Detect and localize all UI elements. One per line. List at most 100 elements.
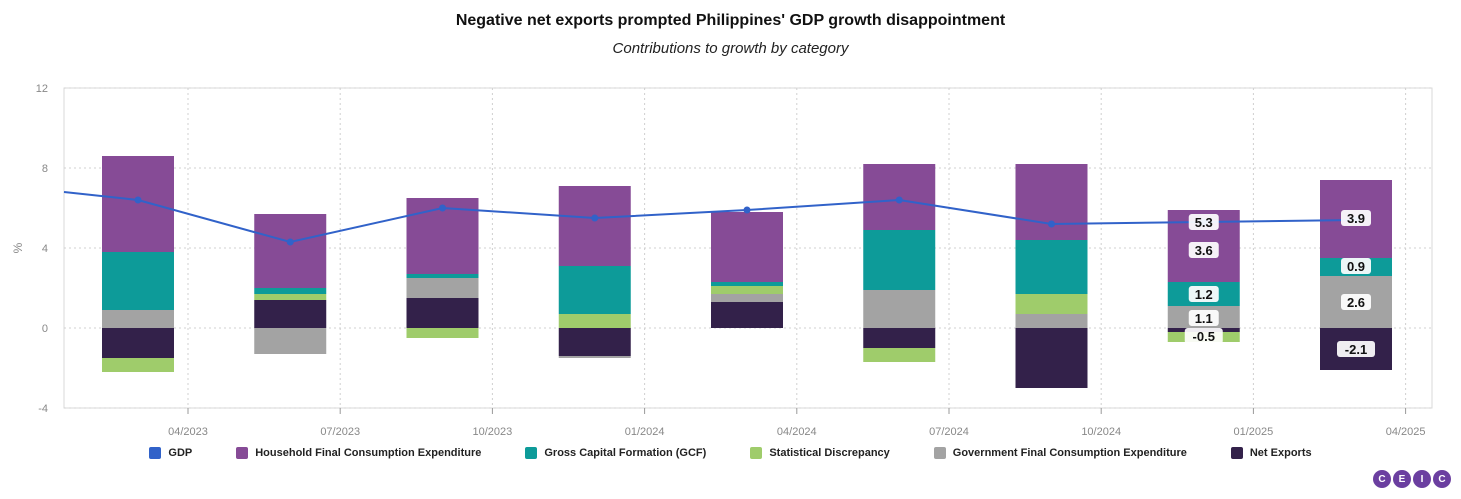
data-label: 3.9 xyxy=(1347,211,1365,226)
logo-letter: I xyxy=(1413,470,1431,488)
x-tick-label: 07/2024 xyxy=(929,426,969,438)
x-tick-label: 01/2025 xyxy=(1234,426,1274,438)
bar-segment xyxy=(1015,294,1088,314)
data-label-bg xyxy=(1188,242,1219,258)
legend-swatch xyxy=(933,447,946,459)
bar-segment xyxy=(558,186,631,266)
bar-segment xyxy=(102,358,174,372)
data-label: 1.2 xyxy=(1195,287,1213,302)
legend-label: Net Exports xyxy=(1249,447,1312,459)
y-tick-label: 0 xyxy=(42,323,48,335)
gdp-point xyxy=(1048,220,1055,228)
legend-label: Government Final Consumption Expenditure xyxy=(952,447,1187,459)
legend-label: Gross Capital Formation (GCF) xyxy=(544,447,707,459)
bar-segment xyxy=(558,266,631,314)
gdp-point xyxy=(743,206,751,214)
x-tick-label: 10/2024 xyxy=(1081,426,1121,438)
bar-segment xyxy=(863,230,936,290)
x-tick-label: 01/2024 xyxy=(625,426,665,438)
legend-item-gdp[interactable]: GDP xyxy=(149,447,192,459)
legend-item-government[interactable]: Government Final Consumption Expenditure xyxy=(933,447,1187,459)
data-label: 5.3 xyxy=(1195,215,1213,230)
legend-swatch xyxy=(236,447,249,459)
legend-item-household[interactable]: Household Final Consumption Expenditure xyxy=(236,447,481,459)
legend-item-gcf[interactable]: Gross Capital Formation (GCF) xyxy=(525,447,706,459)
y-tick-label: -4 xyxy=(38,403,48,415)
x-tick-label: 07/2023 xyxy=(320,426,360,438)
bar-segment xyxy=(102,328,174,358)
bar-segment xyxy=(863,328,936,348)
bar-segment xyxy=(406,298,479,328)
bar-segment xyxy=(711,286,783,294)
bar-segment xyxy=(1015,240,1088,294)
legend-item-net-exports[interactable]: Net Exports xyxy=(1230,447,1312,459)
gdp-line xyxy=(63,191,1357,244)
data-label-bg xyxy=(1341,210,1371,226)
gdp-point xyxy=(591,214,599,222)
chart-title: Negative net exports prompted Philippine… xyxy=(455,12,1006,29)
data-label-bg xyxy=(1184,328,1223,344)
bar-segment xyxy=(1015,164,1088,240)
legend: GDP Household Final Consumption Expendit… xyxy=(0,447,1461,459)
x-tick-label: 04/2023 xyxy=(168,426,208,438)
gdp-point xyxy=(134,196,142,204)
legend-label: GDP xyxy=(168,447,193,459)
x-tick-label: 04/2024 xyxy=(777,426,817,438)
data-label-bg xyxy=(1188,286,1219,302)
bar-segment xyxy=(102,156,174,252)
bar-segment xyxy=(102,252,174,310)
bar-segment xyxy=(254,294,327,300)
bar-segment xyxy=(406,274,479,278)
legend-swatch xyxy=(750,447,763,459)
data-label: 0.9 xyxy=(1347,259,1365,274)
bar-segment xyxy=(254,288,327,294)
data-label: -0.5 xyxy=(1193,329,1215,344)
legend-label: Household Final Consumption Expenditure xyxy=(255,447,482,459)
bar-segment xyxy=(558,328,631,356)
gdp-point xyxy=(895,196,903,204)
data-label-bg xyxy=(1188,214,1219,230)
logo-letter: C xyxy=(1373,470,1391,488)
legend-item-statistical[interactable]: Statistical Discrepancy xyxy=(750,447,890,459)
data-label-bg xyxy=(1188,310,1219,326)
bar-segment xyxy=(711,294,783,302)
logo-letter: E xyxy=(1393,470,1411,488)
data-label-bg xyxy=(1341,258,1371,274)
data-label: 1.1 xyxy=(1195,311,1213,326)
data-label: 2.6 xyxy=(1347,295,1365,310)
data-label-bg xyxy=(1341,294,1371,310)
bar-segment xyxy=(863,348,936,362)
legend-label: Statistical Discrepancy xyxy=(769,447,890,459)
bar-segment xyxy=(1015,314,1088,328)
bar-segment xyxy=(863,290,936,328)
bar-segment xyxy=(1015,328,1088,388)
ceic-logo: C E I C xyxy=(1373,470,1451,488)
y-tick-label: 12 xyxy=(36,83,48,95)
data-label: -2.1 xyxy=(1345,342,1367,357)
y-tick-label: 4 xyxy=(42,243,48,255)
legend-swatch xyxy=(149,447,162,459)
chart-subtitle: Contributions to growth by category xyxy=(612,40,849,57)
bar-segment xyxy=(254,328,327,354)
data-label-bg xyxy=(1337,341,1375,357)
gdp-point xyxy=(286,238,294,246)
legend-swatch xyxy=(525,447,538,459)
y-tick-label: 8 xyxy=(42,163,48,175)
bar-segment xyxy=(406,328,479,338)
chart-plot: -4 0 4 8 12 04/2023 07/2023 10/2023 01/2024 04/20… xyxy=(11,83,1433,438)
bar-segment xyxy=(558,314,631,328)
bar-segment xyxy=(558,356,631,358)
bar-segment xyxy=(711,282,783,286)
logo-letter: C xyxy=(1433,470,1451,488)
x-tick-label: 04/2025 xyxy=(1386,426,1426,438)
y-axis-label: % xyxy=(11,242,25,253)
x-tick-label: 10/2023 xyxy=(473,426,513,438)
bar-segment xyxy=(254,300,327,328)
legend-swatch xyxy=(1230,447,1243,459)
bar-segment xyxy=(406,278,479,298)
bar-segment xyxy=(711,212,783,282)
gdp-point xyxy=(439,204,446,212)
data-label: 3.6 xyxy=(1195,243,1213,258)
bar-segment xyxy=(254,214,327,288)
bar-segment xyxy=(711,302,783,328)
